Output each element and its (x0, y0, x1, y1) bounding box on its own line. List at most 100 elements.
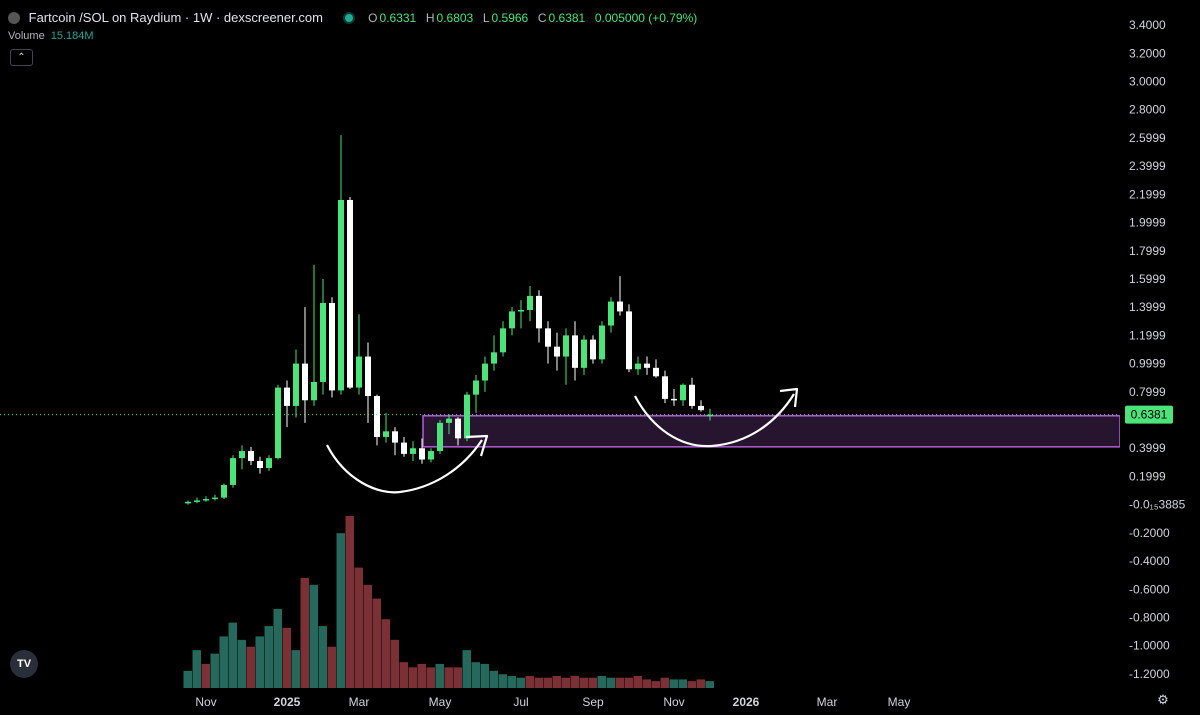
candle-body (455, 418, 461, 439)
candle-body (509, 311, 515, 329)
volume-bar (606, 677, 615, 688)
volume-bar (246, 646, 255, 688)
open-value: 0.6331 (379, 10, 417, 25)
chart-header: Fartcoin /SOL on Raydium · 1W · dexscree… (8, 9, 703, 25)
volume-bar (300, 577, 309, 688)
candle-body (482, 363, 488, 381)
candle-body (257, 460, 263, 468)
token-logo-icon (8, 11, 20, 24)
candle-body (392, 431, 398, 443)
volume-bar (561, 677, 570, 688)
candle-body (527, 295, 533, 311)
candle-body (383, 431, 389, 437)
price-tick-label: 2.1999 (1129, 187, 1166, 201)
volume-bar (489, 670, 498, 688)
candle-body (599, 325, 605, 360)
candle-body (680, 384, 686, 401)
candle-body (410, 448, 416, 454)
candle-body (347, 199, 353, 388)
price-tick-label: 2.3999 (1129, 159, 1166, 173)
candle-body (707, 414, 713, 417)
change-value: 0.005000 (+0.79%) (594, 10, 698, 25)
candle-body (563, 335, 569, 357)
time-axis: Nov 2025 Mar May Jul Sep Nov 2026 Mar May (195, 695, 910, 709)
volume-bar (453, 667, 462, 688)
volume-bar (381, 619, 390, 688)
volume-bars (183, 516, 714, 688)
candle-body (221, 484, 227, 498)
price-tick-label: 1.1999 (1129, 328, 1166, 342)
time-tick-label: May (429, 695, 452, 709)
collapse-legend-button[interactable]: ⌃ (10, 49, 33, 66)
candle-body (230, 458, 236, 485)
volume-bar (282, 627, 291, 688)
high-label: H (425, 10, 435, 25)
candle-body (635, 363, 641, 370)
candle-body (536, 295, 542, 329)
time-tick-label: May (888, 695, 911, 709)
volume-bar (444, 667, 453, 688)
volume-bar (183, 670, 192, 688)
volume-bar (624, 677, 633, 688)
volume-bar (525, 675, 534, 688)
candle-body (401, 442, 407, 454)
price-tick-label: -1.0000 (1129, 639, 1170, 653)
candle-body (617, 301, 623, 312)
volume-legend: Volume 15.184M (8, 30, 94, 42)
candles (185, 135, 713, 505)
candle-body (464, 394, 470, 439)
price-axis: 3.4000 3.2000 3.0000 2.8000 2.5999 2.3999 2.19… (1120, 0, 1200, 715)
price-tick-label: 1.3999 (1129, 300, 1166, 314)
candle-body (545, 328, 551, 347)
volume-bar (417, 663, 426, 688)
volume-bar (552, 675, 561, 688)
current-price-label: 0.6381 (1131, 408, 1168, 422)
volume-bar (651, 681, 660, 688)
candle-body (302, 363, 308, 401)
volume-bar (642, 679, 651, 688)
candle-body (203, 499, 209, 501)
volume-bar (669, 679, 678, 688)
volume-bar (264, 626, 273, 688)
time-tick-label: Nov (663, 695, 684, 709)
volume-bar (345, 516, 354, 688)
candle-body (698, 405, 704, 411)
candle-body (437, 422, 443, 452)
volume-bar (579, 677, 588, 688)
volume-bar (408, 667, 417, 688)
volume-bar (480, 663, 489, 688)
candle-body (554, 346, 560, 357)
close-label: C (537, 10, 547, 25)
candle-body (662, 376, 668, 399)
candle-body (644, 363, 650, 368)
high-value: 0.6803 (436, 10, 474, 25)
volume-bar (426, 667, 435, 688)
volume-bar (507, 675, 516, 688)
price-tick-label: -1.2000 (1129, 667, 1170, 681)
volume-bar (687, 681, 696, 688)
price-tick-label: 1.9999 (1129, 216, 1166, 230)
gear-icon[interactable]: ⚙ (1157, 692, 1169, 707)
volume-bar (498, 674, 507, 688)
annotation-curve-1 (326, 439, 483, 494)
price-tick-label: 3.2000 (1129, 46, 1166, 60)
candle-body (518, 310, 524, 312)
price-tick-label: -0.0₁₅3885 (1129, 498, 1186, 512)
candle-body (590, 339, 596, 360)
candle-body (275, 387, 281, 459)
tradingview-logo-icon[interactable]: TV (10, 650, 38, 678)
volume-bar (255, 636, 264, 688)
volume-bar (615, 677, 624, 688)
candle-body (446, 418, 452, 423)
volume-bar (309, 584, 318, 688)
candle-body (626, 311, 632, 370)
status-dot-icon (344, 13, 353, 22)
price-tick-label: 3.0000 (1129, 74, 1166, 88)
volume-bar (588, 677, 597, 688)
price-tick-label: 2.8000 (1129, 103, 1166, 117)
candle-body (185, 501, 191, 504)
price-tick-label: 0.9999 (1129, 357, 1166, 371)
volume-bar (390, 639, 399, 688)
volume-bar (327, 646, 336, 688)
